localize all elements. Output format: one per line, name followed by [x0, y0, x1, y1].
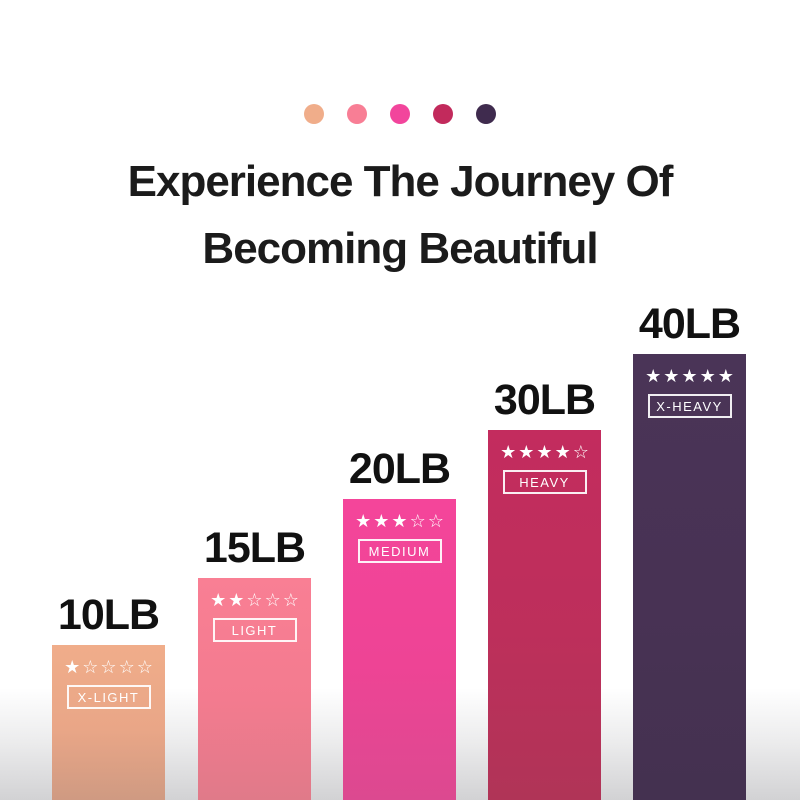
bar-group-15lb: 15LB ★★☆☆☆ LIGHT — [198, 523, 311, 800]
color-palette-row — [0, 104, 800, 124]
star-rating-icon: ★★★☆☆ — [355, 511, 446, 532]
resistance-level-label: X-HEAVY — [656, 398, 723, 414]
resistance-level-label: X-LIGHT — [77, 689, 140, 705]
bar-40lb: ★★★★★ X-HEAVY — [633, 354, 746, 800]
resistance-level-label: LIGHT — [231, 622, 278, 638]
star-rating-icon: ★★★★★ — [645, 366, 736, 387]
bar-20lb: ★★★☆☆ MEDIUM — [343, 499, 456, 800]
resistance-level-badge: X-HEAVY — [647, 394, 732, 418]
bar-weight-label: 20LB — [348, 444, 451, 493]
palette-dot-icon — [390, 104, 410, 124]
bar-group-40lb: 40LB ★★★★★ X-HEAVY — [633, 299, 746, 800]
resistance-level-badge: MEDIUM — [357, 539, 442, 563]
bar-15lb: ★★☆☆☆ LIGHT — [198, 578, 311, 800]
page-title: Experience The Journey Of Becoming Beaut… — [0, 148, 800, 282]
bar-group-10lb: 10LB ★☆☆☆☆ X-LIGHT — [52, 590, 165, 800]
page-title-line-2: Becoming Beautiful — [202, 224, 598, 273]
bar-weight-label: 30LB — [493, 375, 596, 424]
palette-dot-icon — [347, 104, 367, 124]
palette-dot-icon — [433, 104, 453, 124]
resistance-level-badge: HEAVY — [502, 470, 587, 494]
star-rating-icon: ★☆☆☆☆ — [64, 657, 155, 678]
palette-dot-icon — [304, 104, 324, 124]
resistance-level-badge: X-LIGHT — [66, 685, 151, 709]
palette-dot-icon — [476, 104, 496, 124]
page-title-line-1: Experience The Journey Of — [127, 157, 674, 206]
bar-group-20lb: 20LB ★★★☆☆ MEDIUM — [343, 444, 456, 800]
star-rating-icon: ★★☆☆☆ — [210, 590, 301, 611]
resistance-level-label: MEDIUM — [368, 543, 431, 559]
resistance-level-badge: LIGHT — [212, 618, 297, 642]
bar-10lb: ★☆☆☆☆ X-LIGHT — [52, 645, 165, 800]
bar-weight-label: 15LB — [203, 523, 306, 572]
bar-group-30lb: 30LB ★★★★☆ HEAVY — [488, 375, 601, 800]
star-rating-icon: ★★★★☆ — [500, 442, 591, 463]
bar-weight-label: 10LB — [57, 590, 160, 639]
bar-weight-label: 40LB — [638, 299, 741, 348]
bar-30lb: ★★★★☆ HEAVY — [488, 430, 601, 800]
resistance-level-label: HEAVY — [519, 474, 570, 490]
